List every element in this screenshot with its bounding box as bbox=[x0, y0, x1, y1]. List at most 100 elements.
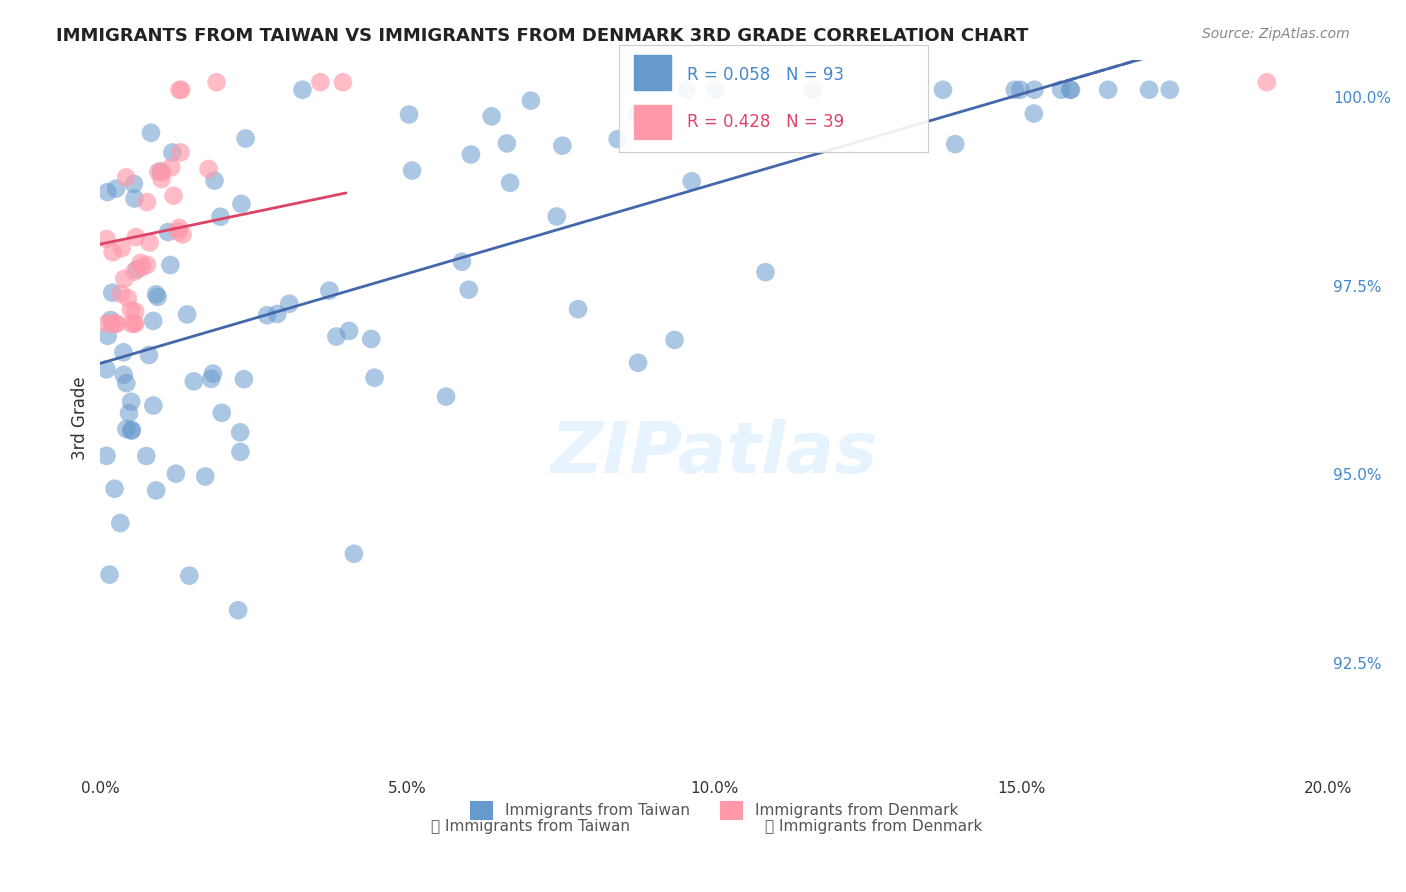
taiwan bbox=[337, 324, 360, 338]
Text: R = 0.428   N = 39: R = 0.428 N = 39 bbox=[686, 112, 844, 130]
denmark bbox=[110, 286, 132, 301]
taiwan bbox=[546, 210, 568, 224]
taiwan bbox=[460, 147, 482, 161]
denmark bbox=[115, 170, 138, 185]
taiwan bbox=[138, 348, 160, 362]
taiwan bbox=[165, 467, 187, 481]
denmark bbox=[135, 258, 157, 272]
denmark bbox=[120, 302, 142, 317]
taiwan bbox=[103, 482, 125, 496]
taiwan bbox=[704, 83, 727, 97]
taiwan bbox=[145, 483, 167, 498]
taiwan bbox=[1010, 83, 1032, 97]
Bar bbox=[634, 55, 671, 89]
taiwan bbox=[96, 185, 118, 199]
denmark bbox=[160, 161, 183, 175]
denmark bbox=[205, 75, 228, 89]
taiwan bbox=[567, 302, 589, 317]
taiwan bbox=[121, 423, 143, 437]
taiwan bbox=[118, 406, 141, 420]
taiwan bbox=[457, 283, 479, 297]
taiwan bbox=[754, 265, 776, 279]
taiwan bbox=[142, 314, 165, 328]
denmark bbox=[172, 227, 194, 242]
taiwan bbox=[135, 449, 157, 463]
denmark bbox=[124, 317, 146, 331]
denmark bbox=[1256, 75, 1278, 89]
denmark bbox=[170, 83, 193, 97]
taiwan bbox=[183, 375, 205, 389]
denmark bbox=[96, 317, 118, 331]
taiwan bbox=[179, 568, 201, 582]
taiwan bbox=[202, 367, 225, 381]
taiwan bbox=[496, 136, 519, 151]
taiwan bbox=[325, 329, 347, 343]
denmark bbox=[105, 317, 128, 331]
denmark bbox=[124, 304, 146, 318]
Text: R = 0.058   N = 93: R = 0.058 N = 93 bbox=[686, 66, 844, 84]
denmark bbox=[101, 317, 124, 331]
taiwan bbox=[110, 516, 132, 530]
denmark bbox=[332, 75, 354, 89]
denmark bbox=[121, 317, 143, 331]
taiwan bbox=[1024, 83, 1046, 97]
taiwan bbox=[401, 163, 423, 178]
taiwan bbox=[157, 225, 180, 239]
taiwan bbox=[194, 469, 217, 483]
taiwan bbox=[235, 131, 257, 145]
denmark bbox=[167, 220, 190, 235]
taiwan bbox=[142, 399, 165, 413]
denmark bbox=[111, 241, 134, 255]
Text: ⬜ Immigrants from Taiwan: ⬜ Immigrants from Taiwan bbox=[430, 819, 630, 834]
taiwan bbox=[291, 83, 314, 97]
taiwan bbox=[1022, 106, 1045, 120]
taiwan bbox=[200, 372, 222, 386]
denmark bbox=[138, 235, 160, 250]
taiwan bbox=[112, 368, 135, 382]
denmark bbox=[309, 75, 332, 89]
denmark bbox=[96, 232, 118, 246]
denmark bbox=[125, 230, 148, 244]
taiwan bbox=[1060, 83, 1083, 97]
taiwan bbox=[120, 424, 142, 438]
taiwan bbox=[943, 137, 966, 152]
Text: ZIPatlas: ZIPatlas bbox=[551, 419, 877, 488]
Text: Source: ZipAtlas.com: Source: ZipAtlas.com bbox=[1202, 27, 1350, 41]
taiwan bbox=[627, 356, 650, 370]
taiwan bbox=[363, 370, 385, 384]
denmark bbox=[124, 264, 146, 278]
taiwan bbox=[606, 132, 628, 146]
taiwan bbox=[96, 362, 118, 376]
denmark bbox=[197, 161, 219, 176]
denmark bbox=[169, 83, 191, 97]
Bar bbox=[634, 104, 671, 139]
denmark bbox=[105, 317, 128, 331]
taiwan bbox=[278, 297, 301, 311]
Text: IMMIGRANTS FROM TAIWAN VS IMMIGRANTS FROM DENMARK 3RD GRADE CORRELATION CHART: IMMIGRANTS FROM TAIWAN VS IMMIGRANTS FRO… bbox=[56, 27, 1029, 45]
taiwan bbox=[97, 329, 120, 343]
denmark bbox=[150, 165, 173, 179]
taiwan bbox=[209, 210, 232, 224]
taiwan bbox=[101, 285, 124, 300]
denmark bbox=[117, 291, 139, 305]
taiwan bbox=[932, 83, 955, 97]
taiwan bbox=[145, 287, 167, 301]
taiwan bbox=[318, 284, 340, 298]
denmark bbox=[129, 256, 152, 270]
taiwan bbox=[229, 425, 252, 440]
taiwan bbox=[434, 390, 457, 404]
taiwan bbox=[664, 333, 686, 347]
taiwan bbox=[481, 109, 503, 123]
denmark bbox=[101, 245, 124, 260]
taiwan bbox=[1137, 83, 1160, 97]
taiwan bbox=[162, 145, 184, 160]
taiwan bbox=[120, 394, 142, 409]
taiwan bbox=[124, 192, 146, 206]
taiwan bbox=[1159, 83, 1181, 97]
taiwan bbox=[231, 197, 253, 211]
taiwan bbox=[105, 181, 128, 195]
Y-axis label: 3rd Grade: 3rd Grade bbox=[72, 376, 89, 459]
taiwan bbox=[139, 126, 162, 140]
denmark bbox=[122, 317, 145, 331]
taiwan bbox=[398, 107, 420, 121]
